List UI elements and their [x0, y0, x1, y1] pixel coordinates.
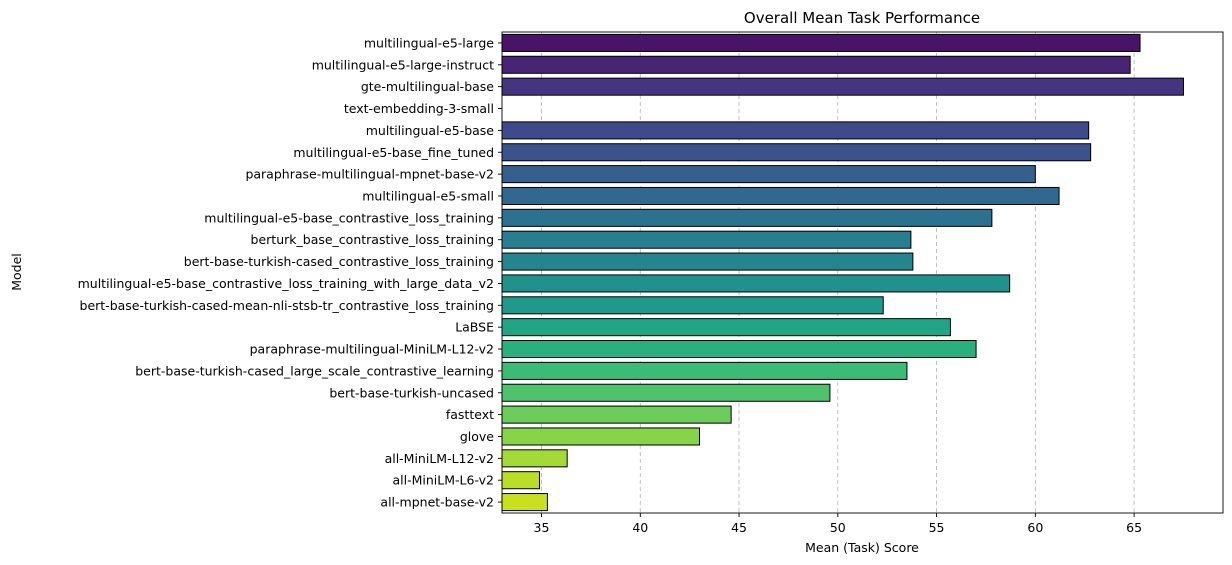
x-tick-label: 45 [731, 520, 747, 535]
bar [501, 186, 1060, 206]
bar [501, 339, 977, 359]
bar [501, 383, 831, 402]
bar [501, 427, 701, 446]
y-tick-label: LaBSE [455, 320, 494, 335]
y-tick-label: all-MiniLM-L12-v2 [385, 451, 494, 466]
x-tick-label: 65 [1126, 520, 1142, 535]
bar [501, 274, 1011, 293]
bar [501, 55, 1131, 74]
y-tick-label: all-MiniLM-L6-v2 [393, 473, 494, 488]
y-tick-label: paraphrase-multilingual-MiniLM-L12-v2 [250, 342, 494, 357]
y-tick-label: berturk_base_contrastive_loss_training [251, 232, 494, 247]
y-tick-label: bert-base-turkish-cased_large_scale_cont… [135, 363, 494, 378]
x-tick-label: 50 [830, 520, 846, 535]
bar [501, 449, 568, 468]
y-tick-label: paraphrase-multilingual-mpnet-base-v2 [245, 167, 494, 182]
bar [501, 121, 1090, 140]
y-tick-label: multilingual-e5-base_contrastive_loss_tr… [78, 276, 494, 291]
bar [501, 318, 951, 337]
bar [501, 165, 1036, 184]
chart-title: Overall Mean Task Performance [744, 9, 980, 27]
bar [501, 77, 1184, 96]
x-tick-label: 40 [632, 520, 648, 535]
y-tick-label: text-embedding-3-small [344, 101, 494, 116]
gridlines [541, 32, 1135, 513]
y-tick-label: gte-multilingual-base [361, 79, 494, 94]
y-tick-label: fasttext [446, 407, 494, 422]
x-tick-label: 55 [929, 520, 945, 535]
y-tick-label: bert-base-turkish-uncased [329, 385, 494, 400]
bar [501, 471, 541, 490]
bar [501, 493, 548, 512]
bar [501, 230, 912, 249]
bar [501, 296, 884, 315]
y-tick-label: bert-base-turkish-cased_contrastive_loss… [184, 254, 494, 269]
y-tick-label: multilingual-e5-large-instruct [312, 57, 494, 72]
bar [501, 33, 1141, 52]
bar [501, 361, 908, 380]
y-tick-label: multilingual-e5-small [362, 188, 494, 203]
y-tick-label: bert-base-turkish-cased-mean-nli-stsb-tr… [80, 298, 494, 313]
y-tick-labels: multilingual-e5-large multilingual-e5-lar… [78, 35, 502, 510]
y-tick-label: all-mpnet-base-v2 [380, 495, 494, 510]
x-tick-label: 60 [1027, 520, 1043, 535]
y-tick-label: multilingual-e5-base_contrastive_loss_tr… [204, 210, 494, 225]
y-tick-label: multilingual-e5-base_fine_tuned [293, 145, 494, 160]
x-axis-label: Mean (Task) Score [805, 540, 919, 555]
y-tick-label: multilingual-e5-large [364, 35, 494, 50]
bar [501, 252, 914, 271]
y-axis-label: Model [9, 253, 24, 291]
x-tick-labels: 35 40 45 50 55 60 65 [534, 513, 1142, 535]
bar [501, 405, 732, 424]
bar [501, 208, 993, 227]
plot-frame [501, 31, 1224, 514]
y-tick-label: glove [460, 429, 494, 444]
y-tick-label: multilingual-e5-base [366, 123, 495, 138]
bar [501, 143, 1092, 162]
bars [501, 33, 1184, 512]
x-tick-label: 35 [534, 520, 550, 535]
